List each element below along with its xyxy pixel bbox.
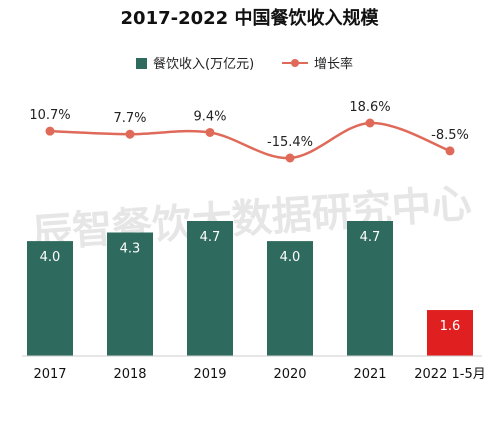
bar-value-label: 4.0 xyxy=(280,250,301,265)
chart-title: 2017-2022 中国餐饮收入规模 xyxy=(121,7,380,29)
bars-layer: 4.0 4.3 4.7 4.0 4.7 1.6 xyxy=(27,221,473,356)
legend-line-label: 增长率 xyxy=(314,56,353,72)
growth-rate-point xyxy=(445,146,455,156)
bar-value-label: 4.7 xyxy=(360,230,381,245)
growth-rate-point xyxy=(205,127,215,137)
legend: 餐饮收入(万亿元) 增长率 xyxy=(136,56,353,72)
bar xyxy=(347,221,393,356)
bar-value-label: 4.7 xyxy=(200,230,221,245)
growth-rate-point xyxy=(365,118,375,128)
growth-rate-label: -8.5% xyxy=(431,128,469,143)
growth-rate-label: 18.6% xyxy=(349,100,390,115)
x-tick-label: 2018 xyxy=(113,367,146,382)
x-tick-label: 2017 xyxy=(33,367,66,382)
growth-rate-point xyxy=(45,126,55,136)
x-tick-label: 2020 xyxy=(273,367,306,382)
bar-value-label: 1.6 xyxy=(440,319,461,334)
watermark: 辰智餐饮大数据研究中心 xyxy=(31,181,473,258)
bar xyxy=(187,221,233,356)
growth-rate-label: 10.7% xyxy=(29,108,70,123)
legend-line-marker xyxy=(291,59,299,67)
growth-rate-line xyxy=(49,121,451,160)
bar xyxy=(27,241,73,356)
x-tick-label: 2022 1-5月 xyxy=(414,367,485,382)
growth-rate-label: -15.4% xyxy=(267,135,313,150)
growth-rate-point xyxy=(125,129,135,139)
bar xyxy=(107,232,153,356)
bar-value-label: 4.0 xyxy=(40,250,61,265)
bar xyxy=(427,310,473,356)
legend-bar-swatch xyxy=(136,58,147,69)
legend-bar-label: 餐饮收入(万亿元) xyxy=(153,56,254,72)
growth-rate-label: 9.4% xyxy=(193,109,226,124)
growth-rate-label: 7.7% xyxy=(113,111,146,126)
x-tick-layer: 2017 2018 2019 2020 2021 2022 1-5月 xyxy=(33,367,485,382)
x-tick-label: 2021 xyxy=(353,367,386,382)
x-tick-label: 2019 xyxy=(193,367,226,382)
bar-value-label: 4.3 xyxy=(120,241,141,256)
bar xyxy=(267,241,313,356)
growth-rate-point xyxy=(285,153,295,163)
growth-line-layer: 10.7% 7.7% 9.4% -15.4% 18.6% -8.5% xyxy=(29,100,469,163)
